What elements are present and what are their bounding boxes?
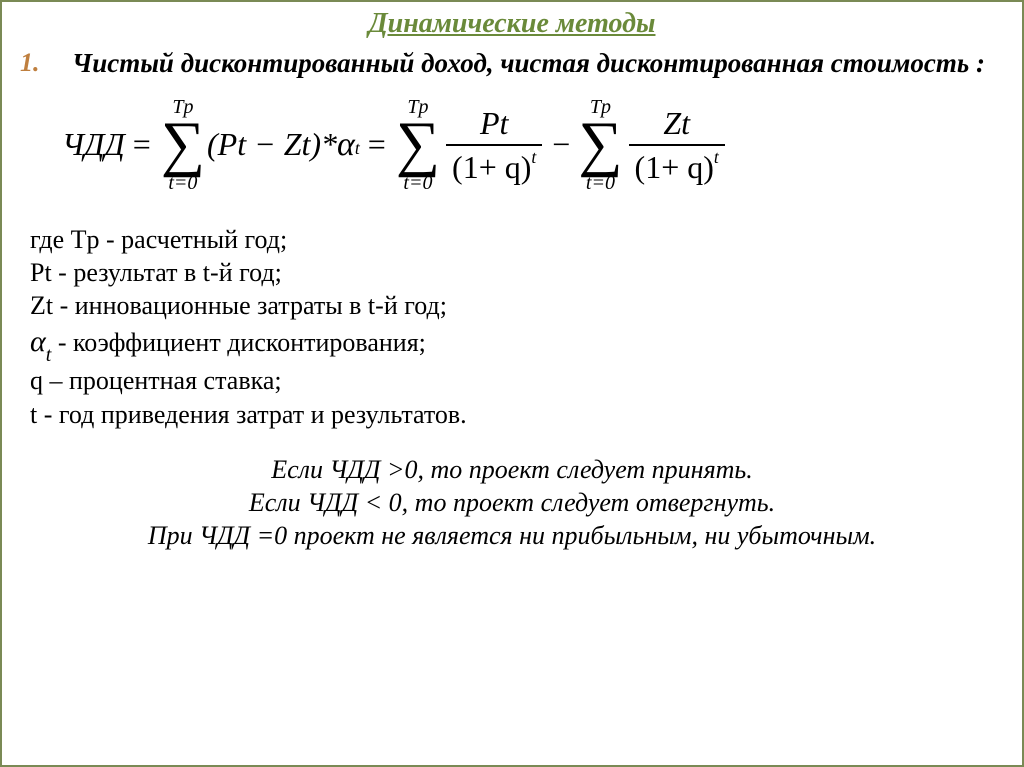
where-line-1: где Tp - расчетный год; bbox=[30, 223, 1008, 256]
where-line-6: t - год приведения затрат и результатов. bbox=[30, 398, 1008, 431]
conclusions-block: Если ЧДД >0, то проект следует принять. … bbox=[16, 453, 1008, 553]
conclusion-2: Если ЧДД < 0, то проект следует отвергну… bbox=[16, 486, 1008, 519]
den-exp-2: t bbox=[714, 147, 719, 167]
sum-2: Tp ∑ t=0 bbox=[396, 97, 440, 193]
main-formula: ЧДД = Tp ∑ t=0 (Pt − Zt)* α t = Tp ∑ t=0… bbox=[62, 97, 1008, 193]
den-base-2: (1+ q) bbox=[635, 149, 714, 185]
conclusion-3: При ЧДД =0 проект не является ни прибыль… bbox=[16, 519, 1008, 552]
fraction-1: Pt (1+ q)t bbox=[446, 104, 542, 187]
sum-1: Tp ∑ t=0 bbox=[161, 97, 205, 193]
fraction-2-num: Zt bbox=[657, 104, 696, 142]
slide-container: Динамические методы 1. Чистый дисконтиро… bbox=[0, 0, 1024, 767]
sigma-icon: ∑ bbox=[161, 117, 205, 173]
where-line-4-rest: - коэффициент дисконтирования; bbox=[58, 328, 426, 357]
sum-3-lower: t=0 bbox=[586, 173, 615, 193]
conclusion-1: Если ЧДД >0, то проект следует принять. bbox=[16, 453, 1008, 486]
where-alpha-sub: t bbox=[46, 344, 52, 366]
where-line-5: q – процентная ставка; bbox=[30, 364, 1008, 397]
sigma-icon: ∑ bbox=[578, 117, 622, 173]
where-line-3: Zt - инновационные затраты в t-й год; bbox=[30, 289, 1008, 322]
term-1: (Pt − Zt)* α t bbox=[207, 126, 360, 164]
definition-row: 1. Чистый дисконтированный доход, чистая… bbox=[16, 48, 1008, 79]
den-exp: t bbox=[531, 147, 536, 167]
where-line-4: αt - коэффициент дисконтирования; bbox=[30, 323, 1008, 365]
equals-sign: = bbox=[133, 126, 151, 163]
alpha-subscript: t bbox=[355, 138, 360, 159]
sum-1-lower: t=0 bbox=[168, 173, 197, 193]
slide-title: Динамические методы bbox=[16, 8, 1008, 40]
where-block: где Tp - расчетный год; Pt - результат в… bbox=[30, 223, 1008, 431]
fraction-2-den: (1+ q)t bbox=[629, 148, 725, 186]
equals-sign-2: = bbox=[368, 126, 386, 163]
where-line-2: Pt - результат в t-й год; bbox=[30, 256, 1008, 289]
minus-sign: − bbox=[552, 126, 570, 163]
sum-3: Tp ∑ t=0 bbox=[578, 97, 622, 193]
alpha-symbol: α bbox=[337, 126, 355, 164]
where-alpha-symbol: α bbox=[30, 325, 46, 358]
fraction-2-bar bbox=[629, 144, 725, 146]
sum-2-lower: t=0 bbox=[403, 173, 432, 193]
list-number: 1. bbox=[16, 48, 72, 78]
fraction-1-num: Pt bbox=[474, 104, 514, 142]
fraction-1-den: (1+ q)t bbox=[446, 148, 542, 186]
den-base: (1+ q) bbox=[452, 149, 531, 185]
fraction-1-bar bbox=[446, 144, 542, 146]
formula-lhs: ЧДД bbox=[62, 126, 125, 163]
term-1-inner: (Pt − Zt)* bbox=[207, 126, 337, 163]
definition-text: Чистый дисконтированный доход, чистая ди… bbox=[72, 48, 1008, 79]
sigma-icon: ∑ bbox=[396, 117, 440, 173]
fraction-2: Zt (1+ q)t bbox=[629, 104, 725, 187]
